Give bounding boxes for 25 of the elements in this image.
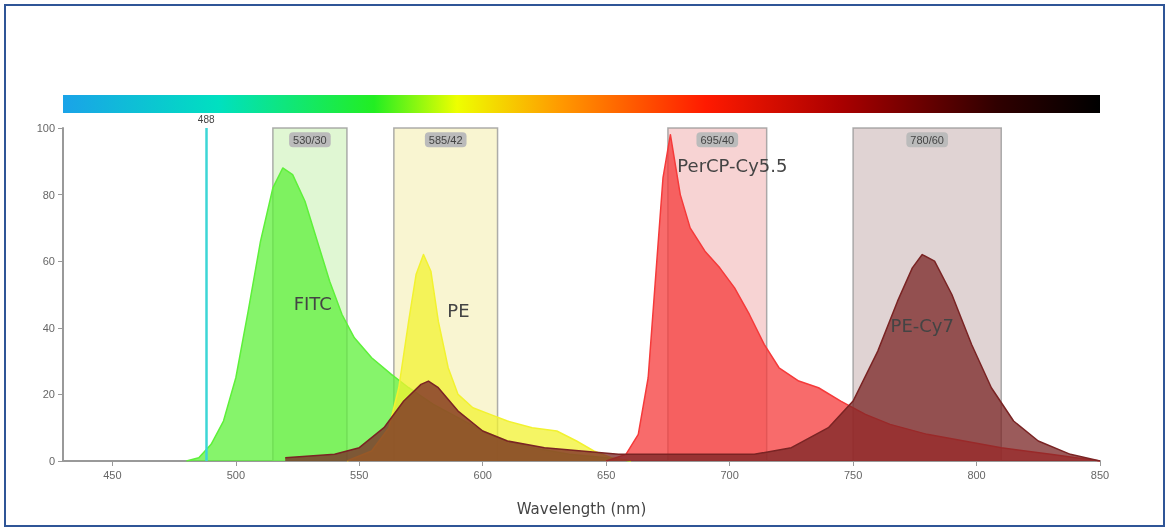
series-label: PerCP-Cy5.5 bbox=[677, 155, 788, 177]
y-tick-label: 0 bbox=[48, 455, 55, 467]
series-label: FITC bbox=[293, 293, 332, 315]
x-tick-label: 500 bbox=[226, 468, 246, 481]
x-tick-label: 550 bbox=[350, 468, 369, 481]
x-tick-label: 700 bbox=[720, 468, 739, 481]
x-tick-label: 800 bbox=[967, 468, 986, 481]
x-tick-label: 650 bbox=[597, 468, 616, 481]
band-label: 530/30 bbox=[293, 133, 327, 146]
band-label: 780/60 bbox=[910, 133, 944, 146]
x-tick-label: 600 bbox=[473, 468, 492, 481]
y-tick-label: 40 bbox=[42, 321, 55, 334]
x-tick-label: 850 bbox=[1090, 468, 1110, 481]
series-label: PE bbox=[447, 300, 470, 322]
x-axis-title: Wavelength (nm) bbox=[516, 499, 647, 518]
y-tick-label: 100 bbox=[36, 122, 55, 134]
y-tick-label: 80 bbox=[42, 188, 55, 201]
band-label: 585/42 bbox=[428, 133, 463, 146]
x-tick-label: 450 bbox=[103, 468, 122, 481]
y-tick-label: 20 bbox=[42, 388, 55, 401]
x-tick-label: 750 bbox=[843, 468, 863, 481]
series-label: PE-Cy7 bbox=[890, 315, 954, 337]
y-tick-label: 60 bbox=[42, 255, 55, 268]
ref-line-label: 488 bbox=[197, 113, 215, 125]
band-label: 695/40 bbox=[700, 133, 735, 146]
